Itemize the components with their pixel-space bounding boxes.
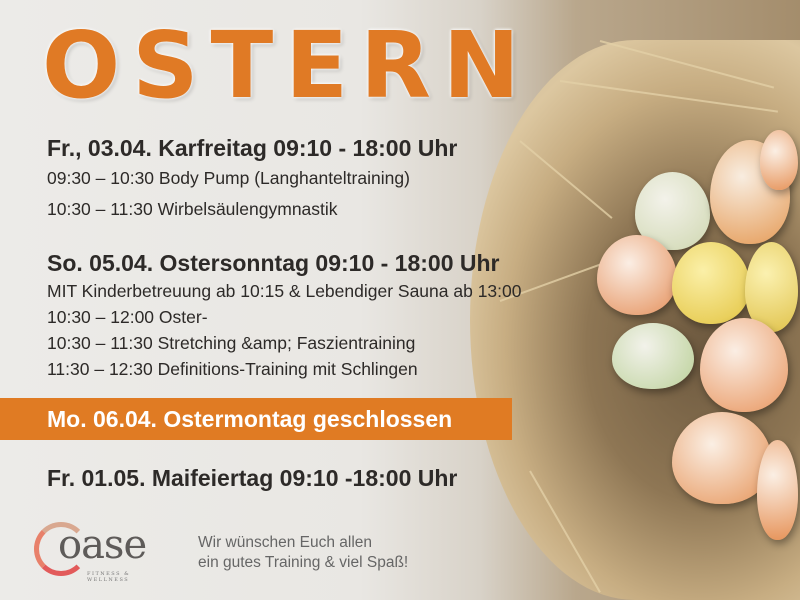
greeting: Wir wünschen Euch allen ein gutes Traini… [198, 533, 408, 573]
greeting-line: ein gutes Training & viel Spaß! [198, 554, 409, 571]
schedule-line: 09:30 – 10:30 Body Pump (Langhanteltrain… [47, 168, 410, 188]
greeting-line: Wir wünschen Euch allen [198, 534, 373, 551]
closed-banner-text: Mo. 06.04. Ostermontag geschlossen [47, 406, 453, 432]
page-title: OSTERN [42, 12, 532, 119]
oase-logo: oase FITNESS & WELLNESS [32, 520, 172, 583]
logo-swoosh-icon [34, 522, 88, 576]
closed-banner: Mo. 06.04. Ostermontag geschlossen [0, 398, 512, 440]
schedule-line: 10:30 – 11:30 Stretching &amp; Faszientr… [47, 333, 416, 353]
logo-tagline: FITNESS & WELLNESS [87, 571, 131, 583]
day-heading-maifeiertag: Fr. 01.05. Maifeiertag 09:10 -18:00 Uhr [47, 465, 458, 491]
schedule-line: 11:30 – 12:30 Definitions-Training mit S… [47, 359, 418, 379]
schedule-line: MIT Kinderbetreuung ab 10:15 & Lebendige… [47, 281, 522, 301]
day-heading-ostersonntag: So. 05.04. Ostersonntag 09:10 - 18:00 Uh… [47, 250, 500, 276]
day-heading-karfreitag: Fr., 03.04. Karfreitag 09:10 - 18:00 Uhr [47, 135, 458, 161]
schedule-line: 10:30 – 12:00 Oster- [47, 307, 208, 327]
schedule-line: 10:30 – 11:30 Wirbelsäulengymnastik [47, 199, 338, 219]
logo-word: oase [58, 522, 147, 568]
